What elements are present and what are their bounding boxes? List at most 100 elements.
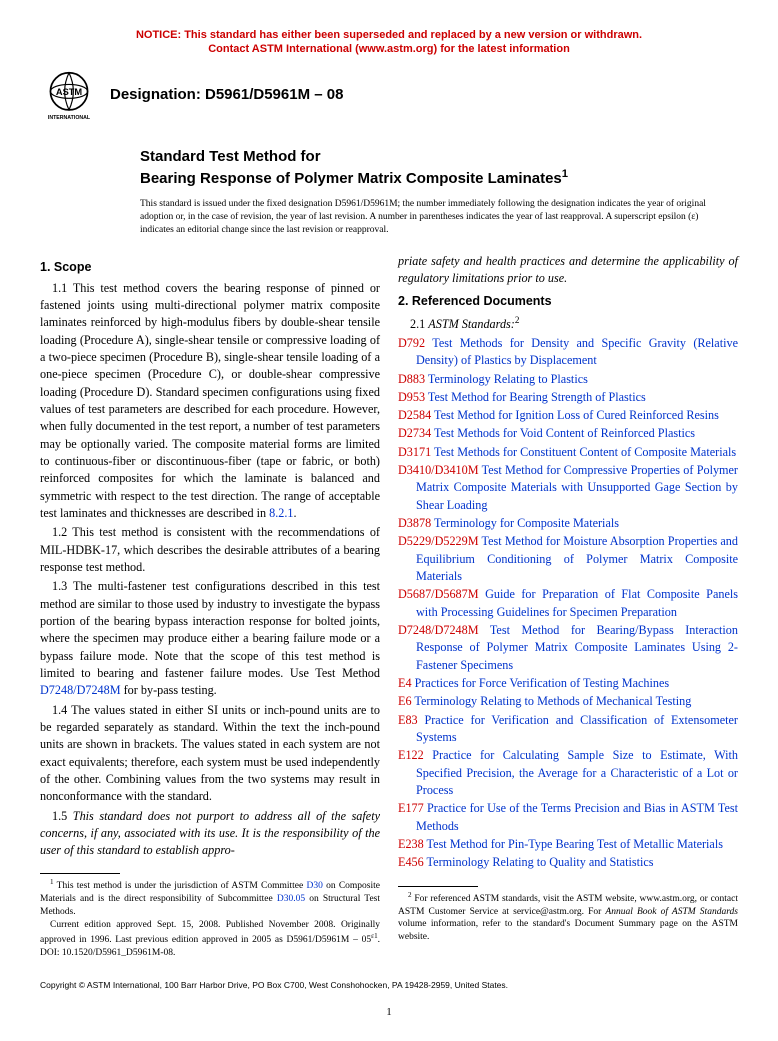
para-1-5: 1.5 This standard does not purport to ad… — [40, 808, 380, 860]
para-1-3-b: for by-pass testing. — [121, 683, 217, 697]
link-subcommittee-d30-05[interactable]: D30.05 — [277, 894, 305, 904]
reference-item: D953 Test Method for Bearing Strength of… — [398, 389, 738, 406]
reference-item: E456 Terminology Relating to Quality and… — [398, 854, 738, 871]
reference-item: E177 Practice for Use of the Terms Preci… — [398, 800, 738, 835]
reference-title[interactable]: Test Method for Pin-Type Bearing Test of… — [424, 837, 723, 851]
reference-title[interactable]: Practice for Verification and Classifica… — [416, 713, 738, 744]
reference-code[interactable]: E238 — [398, 837, 424, 851]
reference-item: D792 Test Methods for Density and Specif… — [398, 335, 738, 370]
reference-code[interactable]: D5229/D5229M — [398, 534, 479, 548]
left-column: 1. Scope 1.1 This test method covers the… — [40, 253, 380, 960]
para-1-2: 1.2 This test method is consistent with … — [40, 524, 380, 576]
reference-code[interactable]: E456 — [398, 855, 424, 869]
reference-code[interactable]: D2734 — [398, 426, 431, 440]
footnote-1: 1 This test method is under the jurisdic… — [40, 878, 380, 919]
reference-title[interactable]: Test Methods for Density and Specific Gr… — [416, 336, 738, 367]
link-8-2-1[interactable]: 8.2.1 — [269, 506, 293, 520]
reference-code[interactable]: E6 — [398, 694, 412, 708]
reference-item: E238 Test Method for Pin-Type Bearing Te… — [398, 836, 738, 853]
title-superscript: 1 — [562, 168, 568, 180]
reference-title[interactable]: Terminology Relating to Plastics — [425, 372, 588, 386]
reference-title[interactable]: Terminology Relating to Methods of Mecha… — [412, 694, 692, 708]
designation: Designation: D5961/D5961M – 08 — [110, 85, 343, 105]
reference-title[interactable]: Practice for Calculating Sample Size to … — [416, 748, 738, 797]
reference-code[interactable]: D792 — [398, 336, 425, 350]
reference-code[interactable]: E4 — [398, 676, 412, 690]
footnote-divider-right — [398, 886, 478, 887]
reference-title[interactable]: Test Methods for Constituent Content of … — [431, 445, 736, 459]
para-1-1-tail: . — [294, 506, 297, 520]
title-main: Bearing Response of Polymer Matrix Compo… — [140, 167, 738, 189]
reference-code[interactable]: D3410/D3410M — [398, 463, 479, 477]
reference-title[interactable]: Test Method for Ignition Loss of Cured R… — [431, 408, 719, 422]
issued-note: This standard is issued under the fixed … — [140, 198, 738, 236]
footnote-2-b: volume information, refer to the standar… — [398, 919, 738, 942]
para-1-3-a: 1.3 The multi-fastener test configuratio… — [40, 579, 380, 680]
reference-code[interactable]: E83 — [398, 713, 418, 727]
title-text: Bearing Response of Polymer Matrix Compo… — [140, 170, 562, 187]
document-page: NOTICE: This standard has either been su… — [0, 0, 778, 1040]
header: ASTM INTERNATIONAL Designation: D5961/D5… — [40, 67, 738, 125]
reference-title[interactable]: Terminology Relating to Quality and Stat… — [424, 855, 654, 869]
title-prefix: Standard Test Method for — [140, 147, 738, 167]
reference-item: D7248/D7248M Test Method for Bearing/Byp… — [398, 622, 738, 674]
reference-code[interactable]: D883 — [398, 372, 425, 386]
astm-logo: ASTM INTERNATIONAL — [40, 67, 98, 125]
reference-code[interactable]: D7248/D7248M — [398, 623, 479, 637]
para-2-1-label: ASTM Standards: — [428, 317, 515, 331]
reference-item: E122 Practice for Calculating Sample Siz… — [398, 747, 738, 799]
footnote-1-edition: Current edition approved Sept. 15, 2008.… — [40, 919, 380, 960]
notice-line-2: Contact ASTM International (www.astm.org… — [208, 43, 570, 55]
reference-item: D5229/D5229M Test Method for Moisture Ab… — [398, 533, 738, 585]
reference-title[interactable]: Practices for Force Verification of Test… — [412, 676, 670, 690]
reference-item: D3410/D3410M Test Method for Compressive… — [398, 462, 738, 514]
supersession-notice: NOTICE: This standard has either been su… — [40, 28, 738, 57]
link-d7248[interactable]: D7248/D7248M — [40, 683, 121, 697]
reference-item: D883 Terminology Relating to Plastics — [398, 371, 738, 388]
reference-item: E6 Terminology Relating to Methods of Me… — [398, 693, 738, 710]
reference-item: D3878 Terminology for Composite Material… — [398, 515, 738, 532]
para-2-1-num: 2.1 — [410, 317, 428, 331]
right-column: priate safety and health practices and d… — [398, 253, 738, 960]
para-1-5-cont: priate safety and health practices and d… — [398, 253, 738, 288]
svg-text:ASTM: ASTM — [56, 86, 83, 96]
reference-code[interactable]: D2584 — [398, 408, 431, 422]
reference-title[interactable]: Terminology for Composite Materials — [431, 516, 619, 530]
reference-item: D5687/D5687M Guide for Preparation of Fl… — [398, 586, 738, 621]
para-2-1-sup: 2 — [515, 315, 520, 325]
link-committee-d30[interactable]: D30 — [306, 882, 322, 892]
reference-item: D2734 Test Methods for Void Content of R… — [398, 425, 738, 442]
reference-item: D2584 Test Method for Ignition Loss of C… — [398, 407, 738, 424]
reference-code[interactable]: D3171 — [398, 445, 431, 459]
references-list: D792 Test Methods for Density and Specif… — [398, 335, 738, 872]
para-1-3: 1.3 The multi-fastener test configuratio… — [40, 578, 380, 699]
reference-code[interactable]: D953 — [398, 390, 425, 404]
reference-item: E83 Practice for Verification and Classi… — [398, 712, 738, 747]
para-1-5-num: 1.5 — [52, 809, 73, 823]
notice-line-1: NOTICE: This standard has either been su… — [136, 29, 642, 41]
para-1-4: 1.4 The values stated in either SI units… — [40, 702, 380, 806]
reference-item: E4 Practices for Force Verification of T… — [398, 675, 738, 692]
footnote-divider-left — [40, 873, 120, 874]
footnote-2: 2 For referenced ASTM standards, visit t… — [398, 891, 738, 944]
reference-title[interactable]: Test Methods for Void Content of Reinfor… — [431, 426, 695, 440]
reference-item: D3171 Test Methods for Constituent Conte… — [398, 444, 738, 461]
reference-title[interactable]: Test Method for Bearing Strength of Plas… — [425, 390, 646, 404]
reference-title[interactable]: Practice for Use of the Terms Precision … — [416, 801, 738, 832]
para-1-1: 1.1 This test method covers the bearing … — [40, 280, 380, 523]
reference-code[interactable]: E122 — [398, 748, 424, 762]
refdocs-heading: 2. Referenced Documents — [398, 293, 738, 310]
svg-text:INTERNATIONAL: INTERNATIONAL — [48, 115, 91, 121]
reference-code[interactable]: D5687/D5687M — [398, 587, 479, 601]
scope-heading: 1. Scope — [40, 259, 380, 276]
reference-code[interactable]: D3878 — [398, 516, 431, 530]
title-block: Standard Test Method for Bearing Respons… — [140, 147, 738, 189]
page-number: 1 — [40, 1005, 738, 1020]
para-1-5-body: This standard does not purport to addres… — [40, 809, 380, 858]
footnote-1-d: Current edition approved Sept. 15, 2008.… — [40, 920, 380, 945]
para-1-1-text: 1.1 This test method covers the bearing … — [40, 281, 380, 520]
para-2-1: 2.1 ASTM Standards:2 — [398, 314, 738, 333]
copyright: Copyright © ASTM International, 100 Barr… — [40, 980, 738, 991]
body-columns: 1. Scope 1.1 This test method covers the… — [40, 253, 738, 960]
reference-code[interactable]: E177 — [398, 801, 424, 815]
